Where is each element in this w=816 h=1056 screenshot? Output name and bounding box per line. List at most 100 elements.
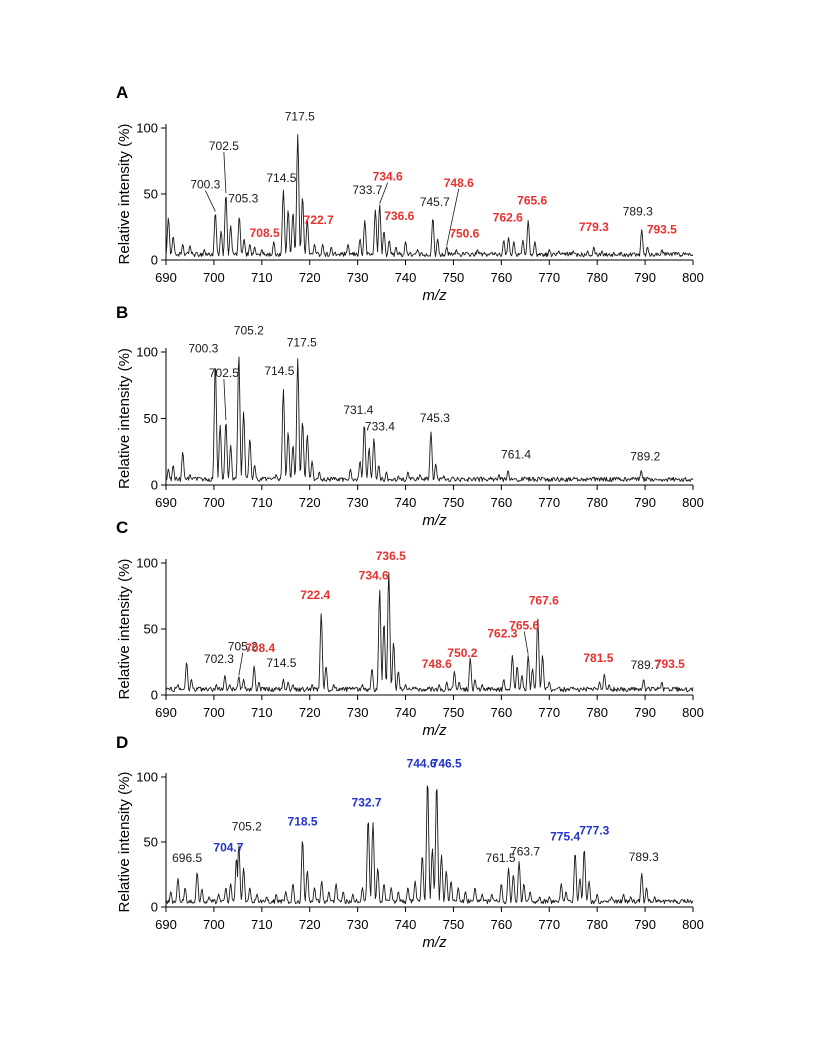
- peak-label: 718.5: [288, 814, 318, 828]
- peak-label: 789.7: [631, 658, 661, 672]
- peak-label: 714.5: [264, 364, 294, 378]
- x-axis-label: m/z: [422, 934, 447, 951]
- x-tick-label: 760: [491, 705, 513, 720]
- y-axis-label: Relative intensity (%): [116, 772, 133, 913]
- x-tick-label: 780: [586, 917, 608, 932]
- x-tick-label: 730: [347, 917, 369, 932]
- x-tick-label: 760: [491, 917, 513, 932]
- panel-letter: D: [116, 733, 128, 752]
- panel-letter: C: [116, 518, 128, 537]
- x-tick-label: 790: [634, 495, 656, 510]
- peak-label: 722.4: [300, 588, 330, 602]
- peak-label: 731.4: [343, 403, 373, 417]
- x-tick-label: 710: [251, 917, 273, 932]
- y-tick-label: 50: [144, 411, 158, 426]
- y-tick-label: 0: [151, 253, 158, 268]
- x-axis-label: m/z: [422, 512, 447, 529]
- peak-leader-line: [204, 190, 216, 212]
- peak-label: 765.6: [517, 193, 547, 207]
- peak-label: 733.7: [352, 183, 382, 197]
- y-tick-label: 50: [144, 835, 158, 850]
- spectrum-trace: [165, 134, 694, 258]
- y-tick-label: 50: [144, 622, 158, 637]
- peak-label: 775.4: [550, 829, 580, 843]
- peak-label: 717.5: [287, 336, 317, 350]
- x-tick-label: 740: [395, 705, 417, 720]
- peak-label: 733.4: [365, 419, 395, 433]
- spectrum-trace: [165, 785, 694, 905]
- peak-label: 779.3: [579, 220, 609, 234]
- x-tick-label: 730: [347, 270, 369, 285]
- y-tick-label: 50: [144, 187, 158, 202]
- y-tick-label: 100: [136, 345, 158, 360]
- x-tick-label: 750: [443, 270, 465, 285]
- peak-label: 746.5: [432, 757, 462, 771]
- x-tick-label: 710: [251, 270, 273, 285]
- y-tick-label: 0: [151, 900, 158, 915]
- peak-label: 717.5: [285, 110, 315, 124]
- panel-a: A 0 50 100 690 700 710 720 730 740 750 760 770 780 790…: [116, 83, 704, 304]
- x-tick-label: 800: [682, 270, 704, 285]
- x-tick-label: 700: [203, 495, 225, 510]
- x-tick-label: 700: [203, 705, 225, 720]
- panel-c: C 0 50 100 690 700 710 720 730 740 750 760 770 780 790…: [116, 518, 704, 739]
- peak-label: 702.5: [209, 366, 239, 380]
- spectrum-trace: [165, 356, 694, 483]
- peak-label: 744.6: [407, 757, 437, 771]
- peak-label: 736.6: [384, 209, 414, 223]
- peak-label: 704.7: [213, 841, 243, 855]
- x-tick-label: 750: [443, 495, 465, 510]
- peak-label: 789.3: [623, 205, 653, 219]
- x-tick-label: 750: [443, 917, 465, 932]
- x-tick-label: 720: [299, 917, 321, 932]
- x-tick-label: 690: [155, 270, 177, 285]
- x-tick-label: 740: [395, 270, 417, 285]
- x-tick-label: 790: [634, 270, 656, 285]
- x-tick-label: 690: [155, 705, 177, 720]
- peak-label: 708.4: [245, 641, 275, 655]
- peak-label: 705.3: [228, 191, 258, 205]
- peak-leader-line: [523, 631, 529, 655]
- y-axis-label: Relative intensity (%): [116, 124, 133, 265]
- x-tick-label: 690: [155, 495, 177, 510]
- x-axis-label: m/z: [422, 287, 447, 304]
- panel-letter: B: [116, 303, 128, 322]
- x-tick-label: 740: [395, 495, 417, 510]
- peak-label: 736.5: [376, 549, 406, 563]
- peak-label: 705.2: [228, 640, 258, 654]
- y-tick-label: 100: [136, 770, 158, 785]
- x-tick-label: 720: [299, 270, 321, 285]
- x-tick-label: 720: [299, 705, 321, 720]
- spectrum-trace: [165, 572, 694, 693]
- peak-label: 702.5: [209, 139, 239, 153]
- x-tick-label: 690: [155, 917, 177, 932]
- peak-leader-line: [223, 151, 227, 194]
- x-tick-label: 750: [443, 705, 465, 720]
- x-tick-label: 760: [491, 270, 513, 285]
- peak-label: 763.7: [510, 845, 540, 859]
- x-tick-label: 700: [203, 917, 225, 932]
- y-axis-label: Relative intensity (%): [116, 559, 133, 700]
- y-tick-label: 0: [151, 688, 158, 703]
- peak-leader-line: [379, 182, 389, 204]
- peak-label: 714.5: [266, 656, 296, 670]
- x-tick-label: 740: [395, 917, 417, 932]
- x-tick-label: 710: [251, 495, 273, 510]
- x-axis-label: m/z: [422, 722, 447, 739]
- peak-label: 777.3: [579, 824, 609, 838]
- peak-label: 732.7: [352, 796, 382, 810]
- peak-label: 700.3: [188, 342, 218, 356]
- x-tick-label: 780: [586, 270, 608, 285]
- x-tick-label: 770: [538, 917, 560, 932]
- x-tick-label: 770: [538, 705, 560, 720]
- peak-leader-line: [446, 188, 460, 246]
- x-tick-label: 770: [538, 495, 560, 510]
- x-tick-label: 800: [682, 495, 704, 510]
- peak-label: 789.2: [630, 449, 660, 463]
- peak-label: 700.3: [190, 177, 220, 191]
- x-tick-label: 780: [586, 705, 608, 720]
- y-axis-label: Relative intensity (%): [116, 348, 133, 489]
- peak-label: 734.6: [359, 568, 389, 582]
- x-tick-label: 790: [634, 917, 656, 932]
